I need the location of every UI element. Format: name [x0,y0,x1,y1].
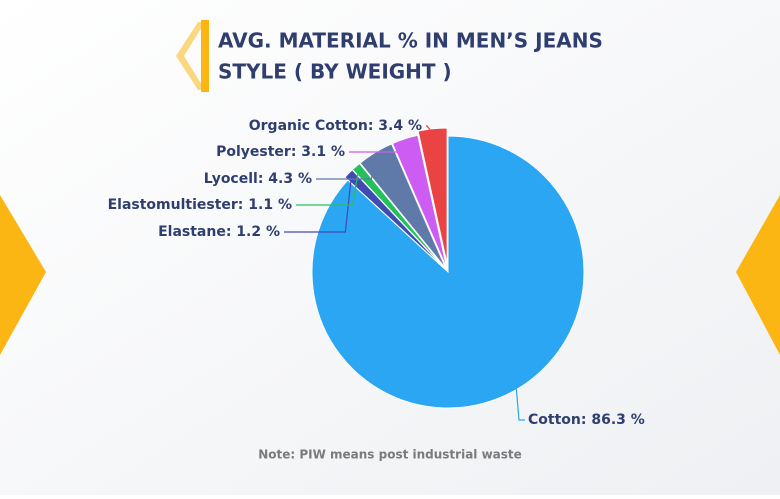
leader-line [316,155,378,180]
data-label: Elastane: 1.2 % [158,224,280,240]
data-label: Polyester: 3.1 % [216,144,345,160]
leader-line [296,169,360,206]
right-chevron [736,195,780,355]
leader-line [426,125,434,134]
pie-slice [351,162,446,270]
data-label: Cotton: 86.3 % [528,412,645,428]
title-chevron [176,22,205,90]
title-bar [201,20,209,92]
leader-line [349,142,407,153]
leader-line [284,176,352,233]
chart-title: STYLE ( BY WEIGHT ) [218,60,452,84]
chart-title: AVG. MATERIAL % IN MEN’S JEANS [218,29,603,53]
data-label: Lyocell: 4.3 % [204,171,312,187]
leader-line [515,385,525,421]
left-chevron [0,195,46,355]
note: Note: PIW means post industrial waste [258,448,522,462]
data-label: Organic Cotton: 3.4 % [249,118,422,134]
data-label: Elastomultiester: 1.1 % [108,197,292,213]
pie-slice [391,134,448,269]
pie-slice [417,127,448,265]
pie-slice [311,135,585,409]
